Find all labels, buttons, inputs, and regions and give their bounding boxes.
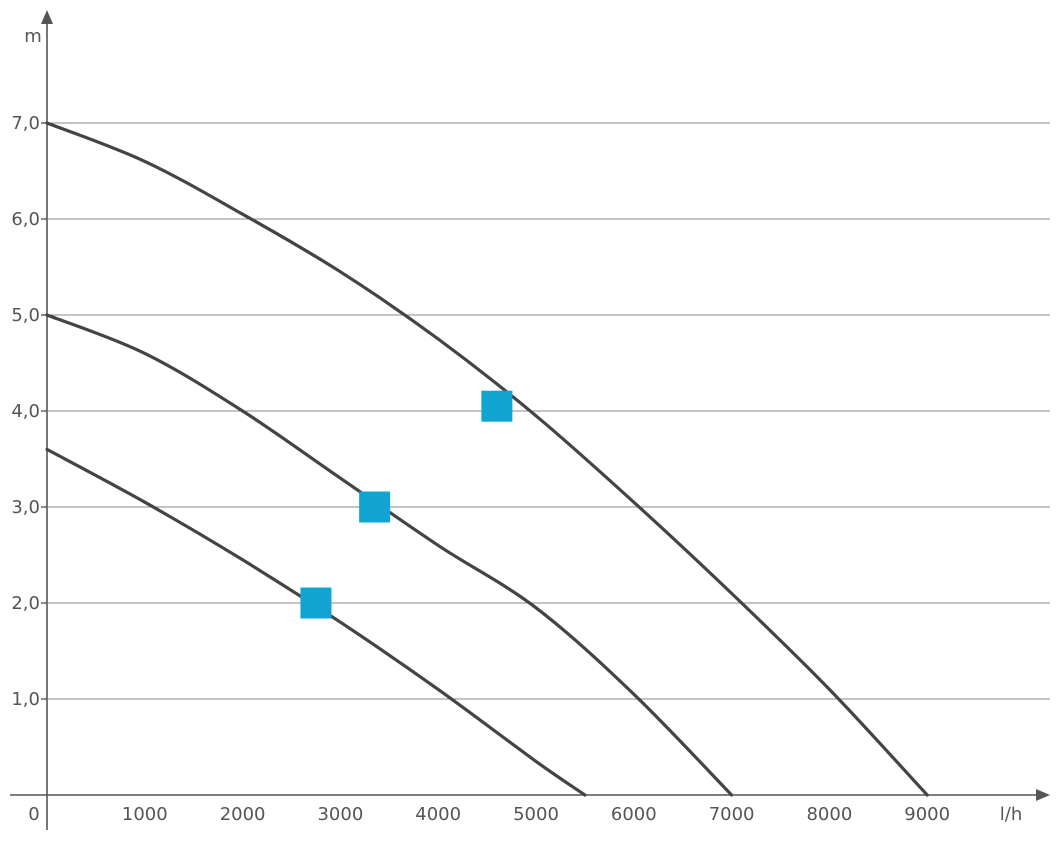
grid-lines (47, 122, 1050, 700)
y-tick-label: 5,0 (11, 305, 40, 326)
operating-point-marker-3 (481, 390, 513, 422)
markers (300, 390, 513, 619)
origin-label: 0 (28, 804, 39, 825)
pump-curve-1 (45, 447, 587, 797)
y-tick-label: 6,0 (11, 209, 40, 230)
x-axis-arrow (1036, 789, 1050, 801)
x-tick-label: 7000 (709, 804, 755, 825)
pump-curve-3 (45, 121, 929, 797)
x-tick-label: 1000 (122, 804, 168, 825)
operating-point-marker-1 (300, 587, 332, 619)
x-tick-label: 8000 (806, 804, 852, 825)
x-tick-label: 2000 (220, 804, 266, 825)
x-tick-label: 5000 (513, 804, 559, 825)
y-axis-arrow (41, 10, 53, 24)
y-tick-label: 7,0 (11, 113, 40, 134)
y-tick-label: 2,0 (11, 593, 40, 614)
operating-point-marker-2 (359, 491, 391, 523)
tick-labels: 1,0 2,0 3,0 4,0 5,0 6,0 7,0 1000 2000 3000 4000 500… (11, 113, 950, 825)
x-tick-label: 9000 (904, 804, 950, 825)
x-axis-unit: l/h (1000, 804, 1022, 825)
y-tick-label: 1,0 (11, 689, 40, 710)
curves (45, 121, 929, 797)
pump-curve-2 (45, 313, 734, 797)
y-tick-label: 4,0 (11, 401, 40, 422)
x-tick-label: 6000 (611, 804, 657, 825)
y-axis-unit: m (24, 26, 42, 47)
axes (10, 10, 1050, 830)
y-tick-label: 3,0 (11, 497, 40, 518)
x-tick-label: 3000 (317, 804, 363, 825)
x-tick-label: 4000 (415, 804, 461, 825)
